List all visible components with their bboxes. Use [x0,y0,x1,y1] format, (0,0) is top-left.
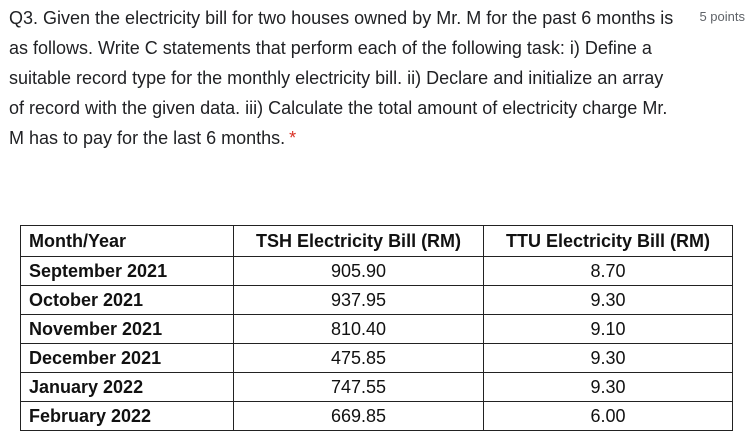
row-tsh-bill: 747.55 [232,372,485,402]
table-row: October 2021 937.95 9.30 [20,285,733,315]
header-ttu-bill: TTU Electricity Bill (RM) [483,225,733,257]
row-month: October 2021 [20,285,234,315]
row-month: January 2022 [20,372,234,402]
row-month: November 2021 [20,314,234,344]
row-ttu-bill: 9.30 [483,285,733,315]
row-ttu-bill: 9.30 [483,372,733,402]
table-header-row: Month/Year TSH Electricity Bill (RM) TTU… [20,225,733,257]
row-ttu-bill: 9.30 [483,343,733,373]
row-tsh-bill: 669.85 [232,401,485,431]
row-ttu-bill: 8.70 [483,256,733,286]
row-month: September 2021 [20,256,234,286]
table-row: September 2021 905.90 8.70 [20,256,733,286]
row-ttu-bill: 9.10 [483,314,733,344]
row-month: December 2021 [20,343,234,373]
row-tsh-bill: 937.95 [232,285,485,315]
points-label: 5 points [699,9,745,24]
header-tsh-bill: TSH Electricity Bill (RM) [232,225,485,257]
row-tsh-bill: 475.85 [232,343,485,373]
question-body: Q3. Given the electricity bill for two h… [9,8,674,148]
row-tsh-bill: 905.90 [232,256,485,286]
table-row: December 2021 475.85 9.30 [20,343,733,373]
row-ttu-bill: 6.00 [483,401,733,431]
required-marker: * [289,128,297,148]
table-row: November 2021 810.40 9.10 [20,314,733,344]
question-text: Q3. Given the electricity bill for two h… [9,3,679,153]
table-row: January 2022 747.55 9.30 [20,372,733,402]
header-month: Month/Year [20,225,234,257]
row-tsh-bill: 810.40 [232,314,485,344]
electricity-bill-table: Month/Year TSH Electricity Bill (RM) TTU… [20,225,733,431]
table-row: February 2022 669.85 6.00 [20,401,733,431]
row-month: February 2022 [20,401,234,431]
